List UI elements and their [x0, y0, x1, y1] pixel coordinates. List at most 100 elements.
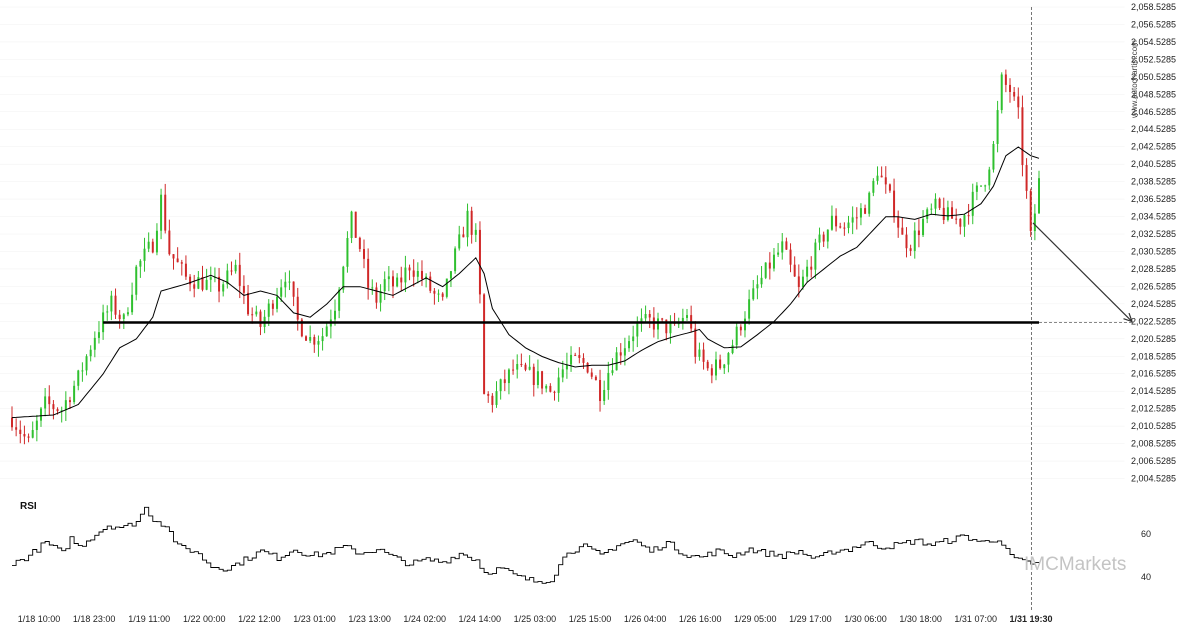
candle [1017, 87, 1020, 119]
time-tick-label: 1/29 05:00 [734, 614, 777, 624]
candle-body [110, 295, 113, 312]
candle-body [913, 230, 916, 251]
candle [155, 223, 158, 256]
candle-body [909, 248, 912, 251]
candle-body [437, 293, 440, 295]
candle-body [1000, 74, 1003, 111]
candle [714, 351, 717, 381]
candle-body [984, 185, 987, 187]
candle-body [603, 389, 606, 402]
candle-body [288, 281, 291, 283]
candle-body [739, 326, 742, 331]
candle [222, 281, 225, 297]
candle [305, 335, 308, 341]
candle-body [636, 322, 639, 337]
candle-body [781, 241, 784, 253]
candle [1004, 69, 1007, 93]
candle [184, 255, 187, 280]
price-tick-label: 2,004.5285 [1131, 474, 1176, 484]
candle [271, 299, 274, 316]
price-tick-label: 2,006.5285 [1131, 456, 1176, 466]
time-tick-label: 1/30 06:00 [844, 614, 887, 624]
price-tick-label: 2,036.5285 [1131, 194, 1176, 204]
candle-body [702, 349, 705, 362]
candle [317, 335, 320, 357]
candle [603, 380, 606, 405]
price-tick-label: 2,008.5285 [1131, 439, 1176, 449]
candle [669, 315, 672, 344]
candle [358, 236, 361, 252]
candle-body [296, 296, 299, 320]
candle-body [362, 249, 365, 259]
candle [367, 248, 370, 300]
candle [458, 225, 461, 251]
candle [143, 237, 146, 272]
candle-body [106, 311, 109, 313]
candlestick-series [11, 69, 1040, 445]
candle-body [201, 277, 204, 290]
candle-body [416, 270, 419, 277]
candle [967, 203, 970, 225]
candle-body [797, 276, 800, 288]
candle [553, 390, 556, 401]
time-tick-label: 1/30 18:00 [899, 614, 942, 624]
candle-body [251, 314, 254, 316]
candle-body [607, 372, 610, 390]
candle [73, 380, 76, 405]
candle [48, 385, 51, 416]
candle-body [512, 369, 515, 371]
candle [11, 406, 13, 431]
candle-body [371, 287, 374, 289]
candle [868, 191, 871, 217]
candle-body [139, 260, 142, 267]
candle-body [934, 198, 937, 209]
candle-body [433, 290, 436, 294]
candle [234, 259, 237, 274]
candle-body [830, 215, 833, 230]
candle [441, 292, 444, 301]
candle-body [259, 311, 262, 327]
candle [85, 354, 88, 376]
candle-body [367, 258, 370, 288]
candle [690, 305, 693, 333]
candle [342, 265, 345, 293]
candle [1029, 188, 1032, 237]
candle [909, 244, 912, 256]
candle-body [97, 332, 100, 338]
candle [632, 325, 635, 352]
candle [561, 360, 564, 383]
time-tick-label: 1/24 02:00 [403, 614, 446, 624]
candle [114, 288, 117, 320]
candle [313, 334, 316, 353]
candle [590, 368, 593, 380]
candle [536, 359, 539, 389]
candle-body [350, 211, 353, 239]
time-tick-label: 1/24 14:00 [459, 614, 502, 624]
candle-body [387, 276, 390, 280]
candle [168, 219, 171, 256]
candle [657, 312, 660, 340]
candle [628, 335, 631, 352]
candle-body [404, 267, 407, 283]
candle-body [445, 278, 448, 297]
candle [31, 421, 34, 439]
candle-body [752, 288, 755, 300]
candle [988, 166, 991, 190]
candle [507, 368, 510, 395]
candle-body [300, 319, 303, 337]
candle-body [810, 266, 813, 270]
candle [528, 355, 531, 371]
candle [433, 288, 436, 305]
candle [777, 243, 780, 257]
candle-body [85, 356, 88, 371]
candle [242, 275, 245, 305]
candle [814, 238, 817, 279]
candle [350, 210, 353, 244]
candle [698, 342, 701, 361]
candle-body [499, 379, 502, 392]
candle [81, 362, 84, 382]
price-tick-label: 2,048.5285 [1131, 89, 1176, 99]
candle-body [172, 254, 175, 259]
candle [1013, 87, 1016, 101]
candle-body [657, 318, 660, 330]
